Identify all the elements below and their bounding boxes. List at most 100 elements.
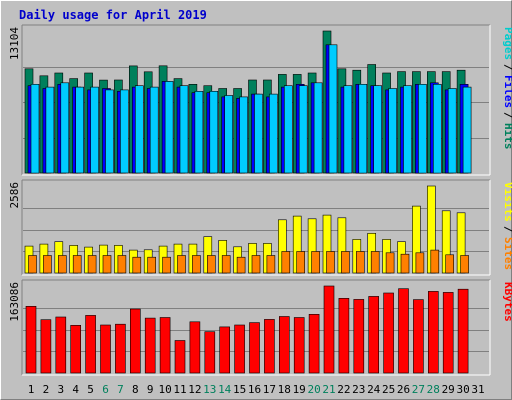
legend-separator: / [502, 226, 512, 233]
bar-kbytes-day-15 [234, 324, 245, 374]
x-tick-label-12: 12 [188, 383, 201, 396]
bar-kbytes-day-13 [204, 331, 216, 374]
bar-kbytes-day-25 [383, 292, 394, 374]
bar-sites-day-17 [266, 255, 276, 274]
bar-kbytes-day-30 [457, 288, 469, 374]
x-tick-label-17: 17 [263, 383, 276, 396]
x-tick-label-29: 29 [442, 383, 455, 396]
bar-sites-day-2 [43, 255, 52, 274]
x-tick-label-7: 7 [117, 383, 124, 396]
bar-pages-day-30 [462, 86, 472, 174]
bar-pages-day-19 [298, 85, 308, 174]
x-tick-label-16: 16 [248, 383, 261, 396]
bar-sites-day-20 [311, 251, 320, 274]
bar-pages-day-8 [135, 85, 144, 174]
bar-sites-day-23 [355, 251, 365, 274]
bar-sites-day-21 [326, 251, 335, 274]
bar-kbytes-day-11 [174, 340, 186, 374]
x-tick-label-2: 2 [43, 383, 50, 396]
bar-kbytes-day-22 [338, 297, 350, 374]
bar-kbytes-day-18 [278, 316, 290, 374]
bar-pages-day-29 [447, 88, 457, 174]
bar-sites-day-18 [281, 251, 291, 274]
bar-pages-day-10 [164, 81, 174, 174]
x-tick-label-9: 9 [147, 383, 154, 396]
x-tick-label-14: 14 [218, 383, 232, 396]
chart-title: Daily usage for April 2019 [19, 8, 207, 22]
bar-kbytes-day-26 [398, 288, 409, 374]
bar-pages-day-12 [194, 91, 204, 174]
bar-sites-day-4 [72, 255, 82, 274]
bar-pages-day-9 [149, 86, 159, 174]
x-tick-label-31: 31 [471, 383, 484, 396]
bar-kbytes-day-2 [40, 319, 52, 374]
bar-sites-day-14 [221, 255, 231, 274]
bar-pages-day-26 [403, 85, 412, 174]
bar-kbytes-day-1 [25, 305, 37, 374]
bar-sites-day-24 [370, 251, 380, 274]
bar-kbytes-day-12 [189, 321, 201, 374]
bar-kbytes-day-9 [144, 317, 156, 374]
bar-pages-day-5 [90, 86, 99, 174]
bar-sites-day-30 [460, 255, 469, 274]
bar-sites-day-3 [57, 255, 67, 274]
x-tick-label-30: 30 [456, 383, 469, 396]
bar-sites-day-1 [28, 255, 37, 274]
bar-sites-day-25 [385, 252, 395, 274]
bar-pages-day-21 [328, 44, 338, 174]
bar-pages-day-18 [283, 85, 293, 174]
bar-kbytes-day-27 [413, 299, 424, 374]
bar-sites-day-6 [102, 255, 112, 274]
bar-kbytes-day-6 [100, 324, 111, 374]
x-tick-label-15: 15 [233, 383, 246, 396]
bar-kbytes-day-5 [85, 315, 96, 374]
x-tick-label-11: 11 [173, 383, 186, 396]
bar-pages-day-14 [224, 95, 233, 174]
bar-pages-day-20 [313, 82, 323, 174]
bar-pages-day-3 [60, 82, 70, 174]
bar-kbytes-day-3 [55, 316, 67, 374]
x-tick-label-18: 18 [278, 383, 291, 396]
bar-sites-day-26 [400, 253, 410, 274]
bar-pages-day-6 [105, 89, 114, 174]
bar-sites-day-27 [415, 252, 425, 274]
bar-sites-day-16 [251, 255, 261, 274]
bar-pages-day-15 [239, 96, 248, 174]
bar-kbytes-day-19 [293, 317, 305, 374]
bar-pages-day-2 [45, 86, 55, 174]
bar-sites-day-5 [87, 255, 97, 274]
bar-kbytes-day-23 [353, 299, 365, 374]
bar-kbytes-day-4 [70, 324, 81, 374]
y-max-label-kbytes: 163086 [8, 282, 21, 322]
bar-pages-day-11 [179, 85, 189, 174]
bar-kbytes-day-16 [249, 322, 260, 374]
bar-sites-day-15 [236, 256, 246, 274]
bar-sites-day-19 [296, 251, 306, 274]
legend-sites: Sites [502, 237, 512, 270]
x-tick-label-3: 3 [57, 383, 64, 396]
x-tick-label-4: 4 [72, 383, 79, 396]
y-max-label-pages-files-hits: 13104 [8, 27, 21, 60]
legend-separator: / [502, 64, 512, 71]
x-tick-label-8: 8 [132, 383, 139, 396]
bar-pages-day-4 [75, 86, 84, 174]
bar-sites-day-7 [117, 255, 127, 274]
bar-kbytes-day-28 [427, 291, 439, 374]
bar-kbytes-day-8 [130, 308, 141, 374]
bar-sites-day-9 [147, 256, 156, 274]
bar-pages-day-16 [254, 93, 263, 174]
bar-kbytes-day-7 [115, 323, 126, 374]
x-tick-label-24: 24 [367, 383, 381, 396]
bar-pages-day-17 [269, 93, 278, 174]
bar-sites-day-8 [132, 256, 142, 274]
bar-sites-day-11 [177, 255, 186, 274]
x-tick-label-5: 5 [87, 383, 94, 396]
x-tick-label-20: 20 [307, 383, 320, 396]
bar-kbytes-day-17 [264, 319, 275, 374]
bar-kbytes-day-21 [323, 285, 335, 374]
bar-pages-day-24 [373, 85, 383, 174]
bar-pages-day-28 [432, 84, 442, 174]
bar-pages-day-25 [388, 88, 397, 174]
x-tick-label-6: 6 [102, 383, 109, 396]
